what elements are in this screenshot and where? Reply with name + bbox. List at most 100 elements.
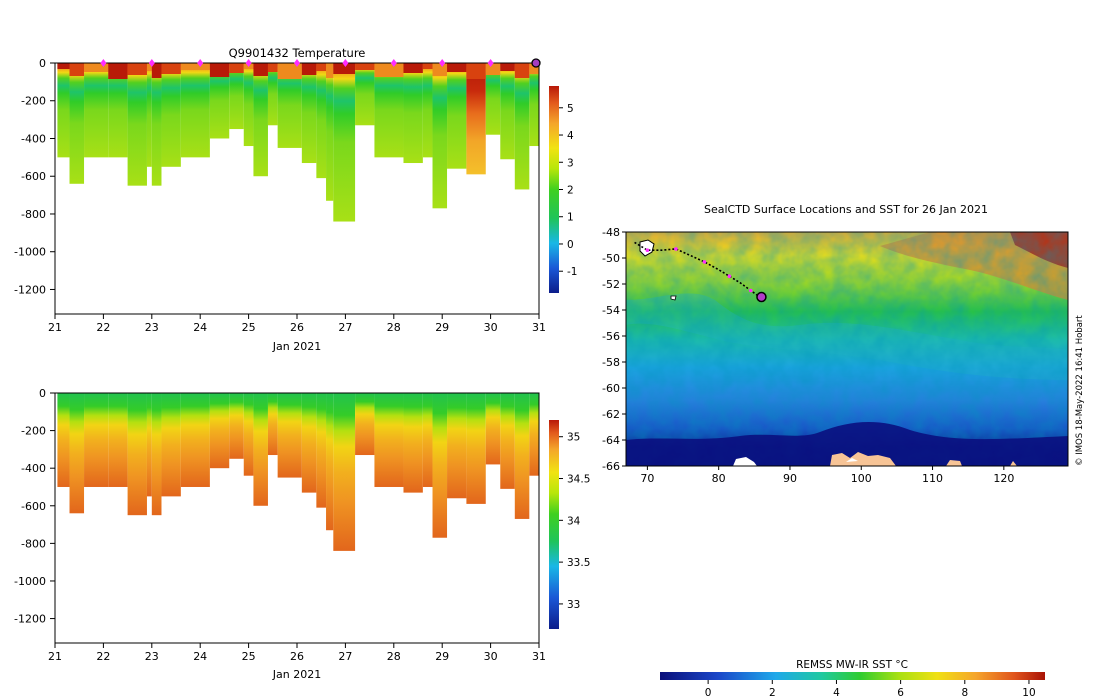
x-tick-label: 26 <box>290 321 304 334</box>
surface-warm-cell <box>267 63 278 72</box>
track-point <box>727 274 732 279</box>
profile-marker <box>197 59 204 67</box>
surface-warm-cell <box>374 63 404 77</box>
profile-marker <box>390 59 397 67</box>
profile-column <box>485 393 501 465</box>
surface-warm-cell <box>301 63 317 75</box>
y-tick-label: -1000 <box>14 575 46 588</box>
temperature-xlabel: Jan 2021 <box>272 340 321 353</box>
temperature-surface-layer <box>57 63 539 79</box>
temperature-profiles <box>57 63 539 222</box>
surface-warm-cell <box>355 63 375 70</box>
surface-warm-cell <box>326 63 334 78</box>
x-tick-label: 21 <box>48 321 62 334</box>
surface-warm-cell <box>229 63 244 73</box>
profile-column <box>514 393 530 519</box>
y-tick-label: -48 <box>602 226 620 239</box>
surface-warm-cell <box>180 63 210 70</box>
y-tick-label: -400 <box>21 132 46 145</box>
y-tick-label: -66 <box>602 460 620 473</box>
profile-column <box>243 393 254 476</box>
profile-column <box>447 63 467 169</box>
salinity-x-ticks: 21 22 23 24 25 26 27 28 29 30 31 <box>48 643 546 663</box>
y-tick-label: -800 <box>21 537 46 550</box>
profile-column <box>500 393 515 489</box>
land-kerguelen <box>639 239 655 257</box>
surface-warm-cell <box>447 63 467 72</box>
profile-column <box>108 393 128 487</box>
y-tick-label: -600 <box>21 170 46 183</box>
surface-warm-cell <box>161 63 181 74</box>
land-antarctica-east <box>946 460 962 466</box>
profile-column <box>422 393 433 487</box>
x-tick-label: 27 <box>338 321 352 334</box>
profile-column <box>127 393 147 516</box>
track-point <box>674 247 678 251</box>
x-tick-label: 29 <box>435 650 449 663</box>
colorbar-tick-label: 33 <box>567 599 580 611</box>
colorbar-tick-label: 4 <box>833 687 840 699</box>
profile-column <box>403 393 423 493</box>
profile-column <box>529 63 539 147</box>
profile-column <box>146 63 152 167</box>
sst-map-frame <box>625 231 1069 467</box>
x-tick-label: 90 <box>783 472 797 485</box>
y-tick-label: -1200 <box>14 613 46 626</box>
profile-column <box>316 393 327 508</box>
profile-marker <box>342 59 349 67</box>
surface-warm-cell <box>500 63 515 71</box>
surface-warm-cell <box>514 63 530 78</box>
surface-warm-cell <box>316 63 327 71</box>
x-tick-label: 100 <box>851 472 872 485</box>
y-tick-label: -64 <box>602 434 620 447</box>
colorbar-tick-label: 6 <box>897 687 904 699</box>
profile-column <box>374 393 404 487</box>
x-tick-label: 21 <box>48 650 62 663</box>
credit-text: © IMOS 18-May-2022 16:41 Hobart <box>1075 315 1085 466</box>
profile-column <box>229 393 244 459</box>
track-point <box>702 260 707 264</box>
y-tick-label: -52 <box>602 278 620 291</box>
colorbar-tick-label: 35 <box>567 432 580 444</box>
y-tick-label: -200 <box>21 95 46 108</box>
profile-column <box>151 393 162 516</box>
surface-warm-cell <box>57 63 70 69</box>
surface-warm-cell <box>529 63 539 74</box>
profile-column <box>243 63 254 147</box>
salinity-y-ticks: 0 -200 -400 -600 -800 -1000 -1200 <box>14 387 55 626</box>
ice-shelf-2 <box>846 458 858 462</box>
temperature-colorbar <box>549 86 559 293</box>
x-tick-label: 26 <box>290 650 304 663</box>
profile-column <box>514 63 530 190</box>
colorbar-tick-label: 2 <box>567 185 574 197</box>
profile-column <box>84 63 109 158</box>
x-tick-label: 30 <box>484 321 498 334</box>
colorbar-tick-label: 2 <box>769 687 776 699</box>
sst-x-ticks: 70 80 90 100 110 120 <box>640 466 1014 485</box>
track-point <box>645 248 650 252</box>
colorbar-tick-label: 34.5 <box>567 474 590 486</box>
colorbar-tick-label: 8 <box>961 687 968 699</box>
surface-warm-cell <box>108 63 128 79</box>
y-tick-label: -54 <box>602 304 620 317</box>
surface-warm-cell <box>84 63 109 72</box>
profile-column <box>316 63 327 179</box>
x-tick-label: 24 <box>193 321 207 334</box>
profile-column <box>57 63 70 158</box>
profile-column <box>267 63 278 126</box>
land-antarctica-west <box>1010 461 1017 466</box>
sst-y-ticks: -48 -50 -52 -54 -56 -58 -60 -62 -64 -66 <box>602 226 626 473</box>
profile-marker <box>487 59 494 67</box>
surface-warm-cell <box>277 63 302 79</box>
x-tick-label: 23 <box>145 650 159 663</box>
profile-marker <box>148 59 155 67</box>
colorbar-tick-label: 0 <box>705 687 712 699</box>
y-tick-label: -1200 <box>14 283 46 296</box>
colorbar-tick-label: -1 <box>567 266 577 278</box>
temperature-colorbar-ticks: -1 0 1 2 3 4 5 <box>559 103 577 278</box>
profile-column <box>301 63 317 164</box>
y-tick-label: -1000 <box>14 246 46 259</box>
sst-map-title: SealCTD Surface Locations and SST for 26… <box>704 203 988 216</box>
profile-column <box>180 63 210 158</box>
